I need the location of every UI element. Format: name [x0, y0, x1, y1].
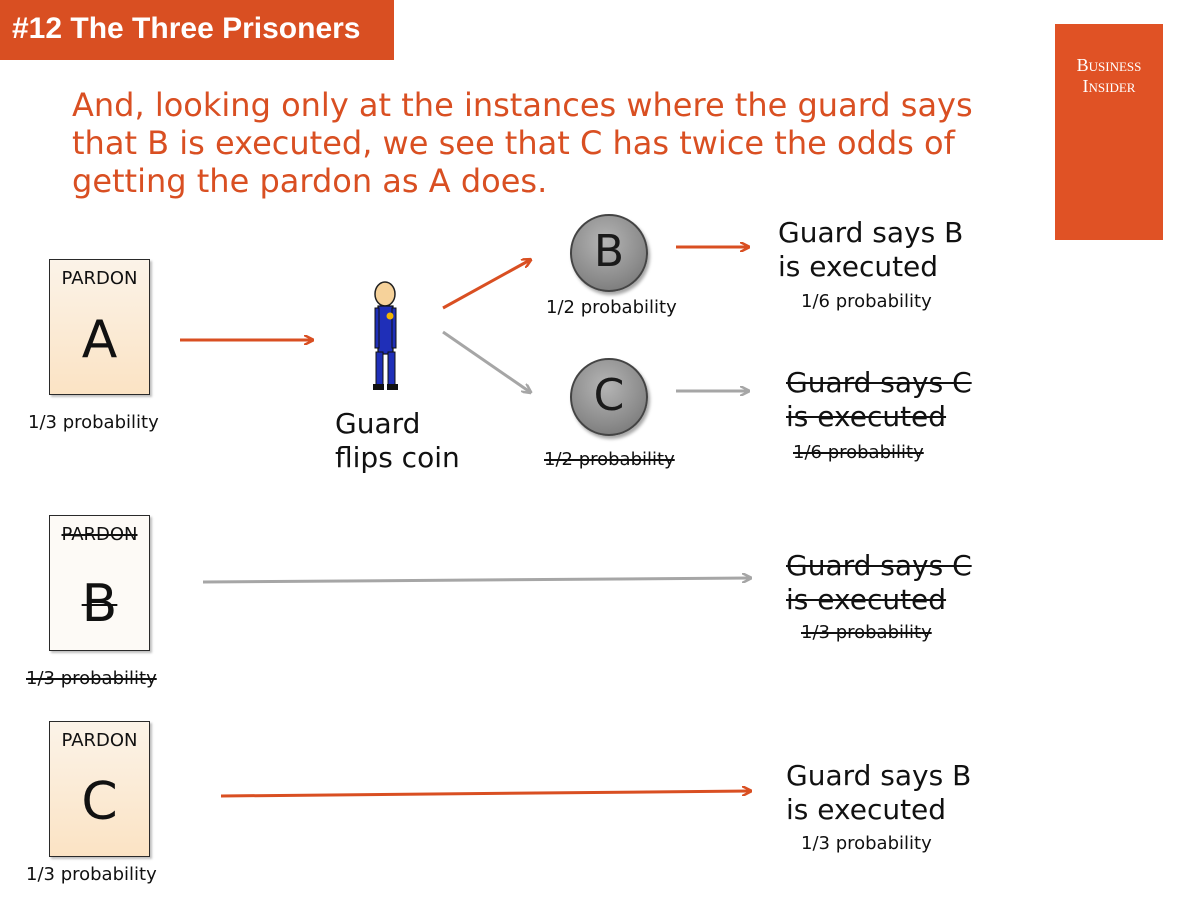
card-a-label: PARDON: [61, 268, 138, 289]
outcome-4-line-1: Guard says B: [786, 759, 972, 792]
outcome-3-line-1: Guard says C: [786, 549, 972, 582]
arrow-guard-to-c: [442, 330, 530, 392]
outcome-4-probability: 1/3 probability: [801, 833, 932, 854]
outcome-1-line-1: Guard says B: [778, 216, 964, 249]
business-insider-logo: Business Insider: [1055, 24, 1163, 240]
coin-c: C: [570, 358, 648, 436]
guard-label-line-1: Guard: [335, 407, 421, 440]
pardon-card-b: PARDON B: [49, 515, 150, 651]
outcome-b-executed-1: Guard says B is executed: [778, 216, 963, 284]
guard-label-line-2: flips coin: [335, 441, 460, 474]
outcome-1-line-2: is executed: [778, 250, 939, 283]
outcome-4-line-2: is executed: [786, 793, 947, 826]
guard-label: Guard flips coin: [335, 407, 460, 475]
card-b-label: PARDON: [61, 524, 138, 545]
outcome-1-probability: 1/6 probability: [801, 291, 932, 312]
arrow-card-b-to-outcome: [202, 578, 750, 584]
slide-subtitle: And, looking only at the instances where…: [72, 86, 973, 200]
card-c-label: PARDON: [61, 730, 138, 751]
logo-line-1: Business: [1076, 55, 1142, 75]
outcome-3-line-2: is executed: [786, 583, 947, 616]
logo-line-2: Insider: [1082, 76, 1136, 96]
card-a-probability: 1/3 probability: [28, 412, 159, 433]
outcome-2-line-1: Guard says C: [786, 366, 972, 399]
outcome-b-executed-2: Guard says B is executed: [786, 759, 971, 827]
coin-c-probability: 1/2 probability: [544, 449, 675, 470]
card-b-letter: B: [81, 574, 118, 634]
pardon-card-c: PARDON C: [49, 721, 150, 857]
coin-b: B: [570, 214, 648, 292]
guard-icon: [373, 281, 398, 390]
card-c-probability: 1/3 probability: [26, 864, 157, 885]
card-b-probability: 1/3 probability: [26, 668, 157, 689]
arrow-card-c-to-outcome: [220, 791, 750, 798]
outcome-3-probability: 1/3 probability: [801, 622, 932, 643]
outcome-c-executed-2: Guard says C is executed: [786, 549, 972, 617]
outcome-2-line-2: is executed: [786, 400, 947, 433]
coin-b-probability: 1/2 probability: [546, 297, 677, 318]
outcome-2-probability: 1/6 probability: [793, 442, 924, 463]
card-c-letter: C: [81, 772, 118, 832]
arrow-guard-to-b: [442, 260, 530, 310]
slide-title: #12 The Three Prisoners: [0, 0, 394, 60]
outcome-c-executed-1: Guard says C is executed: [786, 366, 972, 434]
card-a-letter: A: [81, 310, 118, 370]
pardon-card-a: PARDON A: [49, 259, 150, 395]
